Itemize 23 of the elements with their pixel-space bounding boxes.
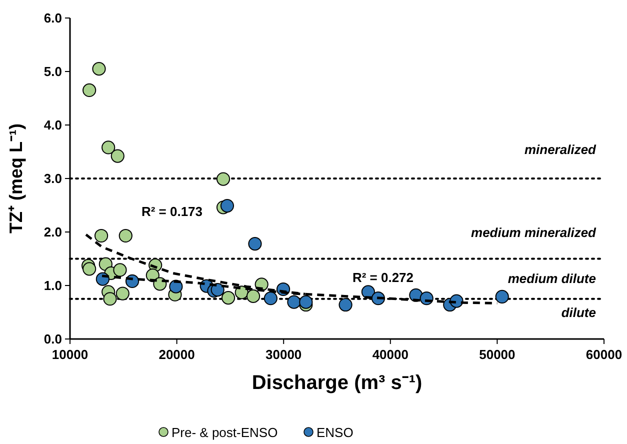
x-tick-label: 40000 <box>372 347 408 362</box>
y-tick-label: 1.0 <box>44 278 62 293</box>
legend-label: Pre- & post-ENSO <box>172 425 278 440</box>
annotation: R² = 0.272 <box>352 270 414 285</box>
y-tick-label: 3.0 <box>44 171 62 186</box>
x-axis-title: Discharge (m³ s⁻¹) <box>252 372 422 394</box>
annotation: medium dilute <box>508 271 596 286</box>
x-tick-label: 60000 <box>586 347 622 362</box>
annotation: mineralized <box>524 142 598 157</box>
x-tick-label: 30000 <box>266 347 302 362</box>
y-axis-title: TZ⁺ (meq L⁻¹) <box>6 124 26 234</box>
y-tick-label: 0.0 <box>44 332 62 346</box>
annotation: dilute <box>561 305 596 320</box>
y-tick-label: 2.0 <box>44 224 62 240</box>
x-tick-label: 10000 <box>52 347 88 362</box>
x-tick-label: 50000 <box>479 347 516 362</box>
y-tick-label: 5.0 <box>44 64 62 79</box>
x-tick-label: 20000 <box>158 347 195 362</box>
y-tick-label: 4.0 <box>44 118 62 132</box>
annotation: R² = 0.173 <box>141 204 203 219</box>
legend-label: ENSO <box>316 425 354 440</box>
y-tick-label: 6.0 <box>44 10 62 26</box>
annotation: medium mineralized <box>471 225 598 240</box>
